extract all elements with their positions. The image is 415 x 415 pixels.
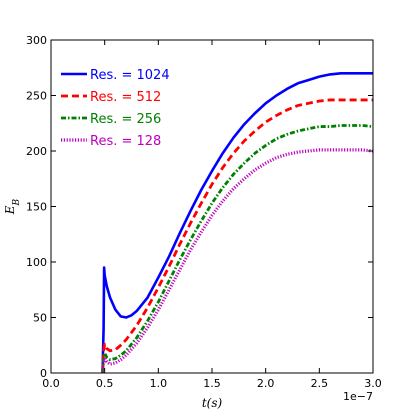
- y-axis-label: EB: [3, 198, 22, 215]
- y-tick-label: 150: [26, 201, 47, 214]
- y-tick-label: 0: [40, 367, 47, 380]
- legend: Res. = 1024 Res. = 512 Res. = 256 Res. = 12…: [61, 68, 170, 149]
- legend-entry-label-4: Res. = 128: [90, 134, 161, 149]
- y-tick-label: 300: [26, 34, 47, 47]
- y-tick-label: 50: [33, 312, 47, 325]
- legend-entry-label-2: Res. = 512: [90, 90, 161, 105]
- x-tick-label: 3.0: [364, 377, 382, 390]
- x-axis-label: t(s): [202, 396, 223, 410]
- legend-entry-label-1: Res. = 1024: [90, 68, 170, 83]
- x-tick-label: 2.0: [257, 377, 275, 390]
- series-line-2: [101, 98, 373, 374]
- series-layer: [100, 72, 374, 374]
- x-axis-offset-label: 1e−7: [343, 390, 373, 403]
- legend-entry-label-3: Res. = 256: [90, 112, 161, 127]
- x-tick-label: 0.5: [96, 377, 114, 390]
- x-tick-label: 1.0: [150, 377, 168, 390]
- y-tick-label: 100: [26, 256, 47, 269]
- x-tick-label: 2.5: [311, 377, 329, 390]
- series-line-3: [101, 124, 374, 374]
- x-tick-label: 1.5: [203, 377, 221, 390]
- series-line-1: [101, 72, 373, 374]
- series-line-4: [100, 148, 374, 374]
- y-tick-label: 250: [26, 90, 47, 103]
- y-tick-label: 200: [26, 145, 47, 158]
- ticks-layer: 0.0 0.5 1.0 1.5 2.0 2.5 3.0 0 50 100 150 200 250 300: [26, 34, 382, 390]
- x-tick-label: 0.0: [42, 377, 60, 390]
